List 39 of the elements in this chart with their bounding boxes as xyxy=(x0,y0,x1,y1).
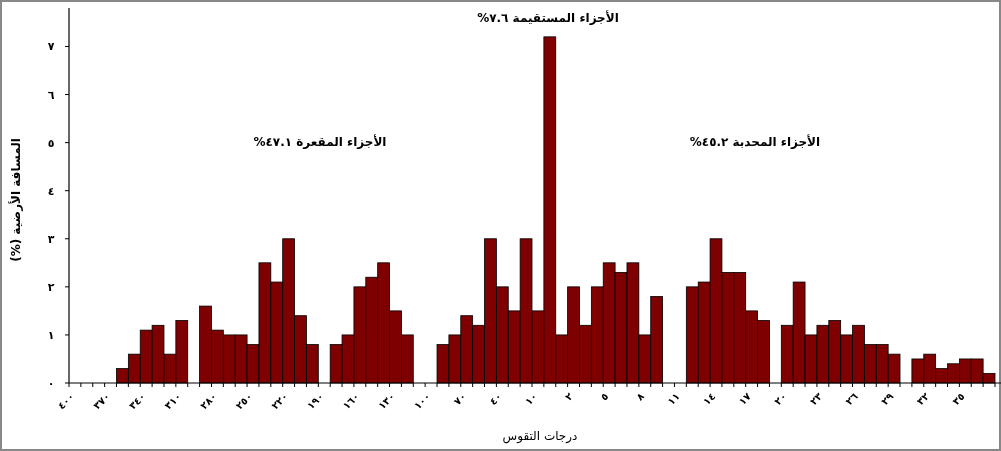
x-axis-title: درجات التقوس xyxy=(502,429,578,444)
x-tick-label: ١٧ xyxy=(736,390,754,408)
y-tick-label: ٧ xyxy=(47,40,55,54)
x-tick-label: ٣٢ xyxy=(914,390,932,408)
x-tick-label: ٢٣ xyxy=(807,390,825,408)
x-tick-label: ٢٦ xyxy=(843,390,860,408)
x-tick-label: ٣٧٠ xyxy=(91,390,112,412)
x-tick-label: ٣١٠ xyxy=(162,390,184,412)
x-tick-label: ٣٤٠ xyxy=(126,390,148,412)
y-tick-label: ٣ xyxy=(47,232,55,246)
y-tick-label: ٠ xyxy=(47,377,55,390)
y-tick-label: ٥ xyxy=(47,136,55,150)
y-tick-label: ٦ xyxy=(47,88,55,102)
y-tick-label: ٤ xyxy=(47,184,55,198)
annotation: الأجزاء المحدبة ٤٥.٢% xyxy=(689,134,821,149)
y-tick-label: ١ xyxy=(47,328,55,342)
x-tick-label: ١٦٠ xyxy=(340,390,362,412)
annotation: الأجزاء المقعرة ٤٧.١% xyxy=(253,134,387,149)
x-tick-label: ١١ xyxy=(665,390,682,408)
x-tick-label: ١٩٠ xyxy=(304,390,326,412)
y-axis-title: المسافة الأرضية (%) xyxy=(8,138,23,262)
x-tick-label: ٣٥ xyxy=(950,390,967,408)
x-tick-label: ٥ xyxy=(598,390,611,403)
x-tick-label: ٢٢٠ xyxy=(269,390,291,412)
x-tick-label: ٤٠ xyxy=(487,390,504,408)
x-tick-label: ١٠٠ xyxy=(411,390,433,412)
x-tick-label: ٨ xyxy=(634,390,647,403)
y-tick-label: ٢ xyxy=(47,280,55,294)
x-tick-label: ٧٠ xyxy=(451,390,469,408)
x-tick-label: ١٠ xyxy=(522,390,540,408)
x-tick-label: ٢٠ xyxy=(772,390,789,408)
annotation: الأجزاء المستقيمة ٧.٦% xyxy=(477,10,619,25)
x-tick-label: ١٤ xyxy=(701,390,718,408)
x-tick-label: ٢ xyxy=(562,390,575,403)
x-tick-label: ٢٩ xyxy=(879,390,896,408)
x-tick-label: ٤٠٠ xyxy=(55,390,77,412)
x-tick-label: ٢٨٠ xyxy=(198,390,219,412)
x-tick-label: ١٣٠ xyxy=(376,390,397,412)
x-tick-label: ٢٥٠ xyxy=(233,390,255,412)
